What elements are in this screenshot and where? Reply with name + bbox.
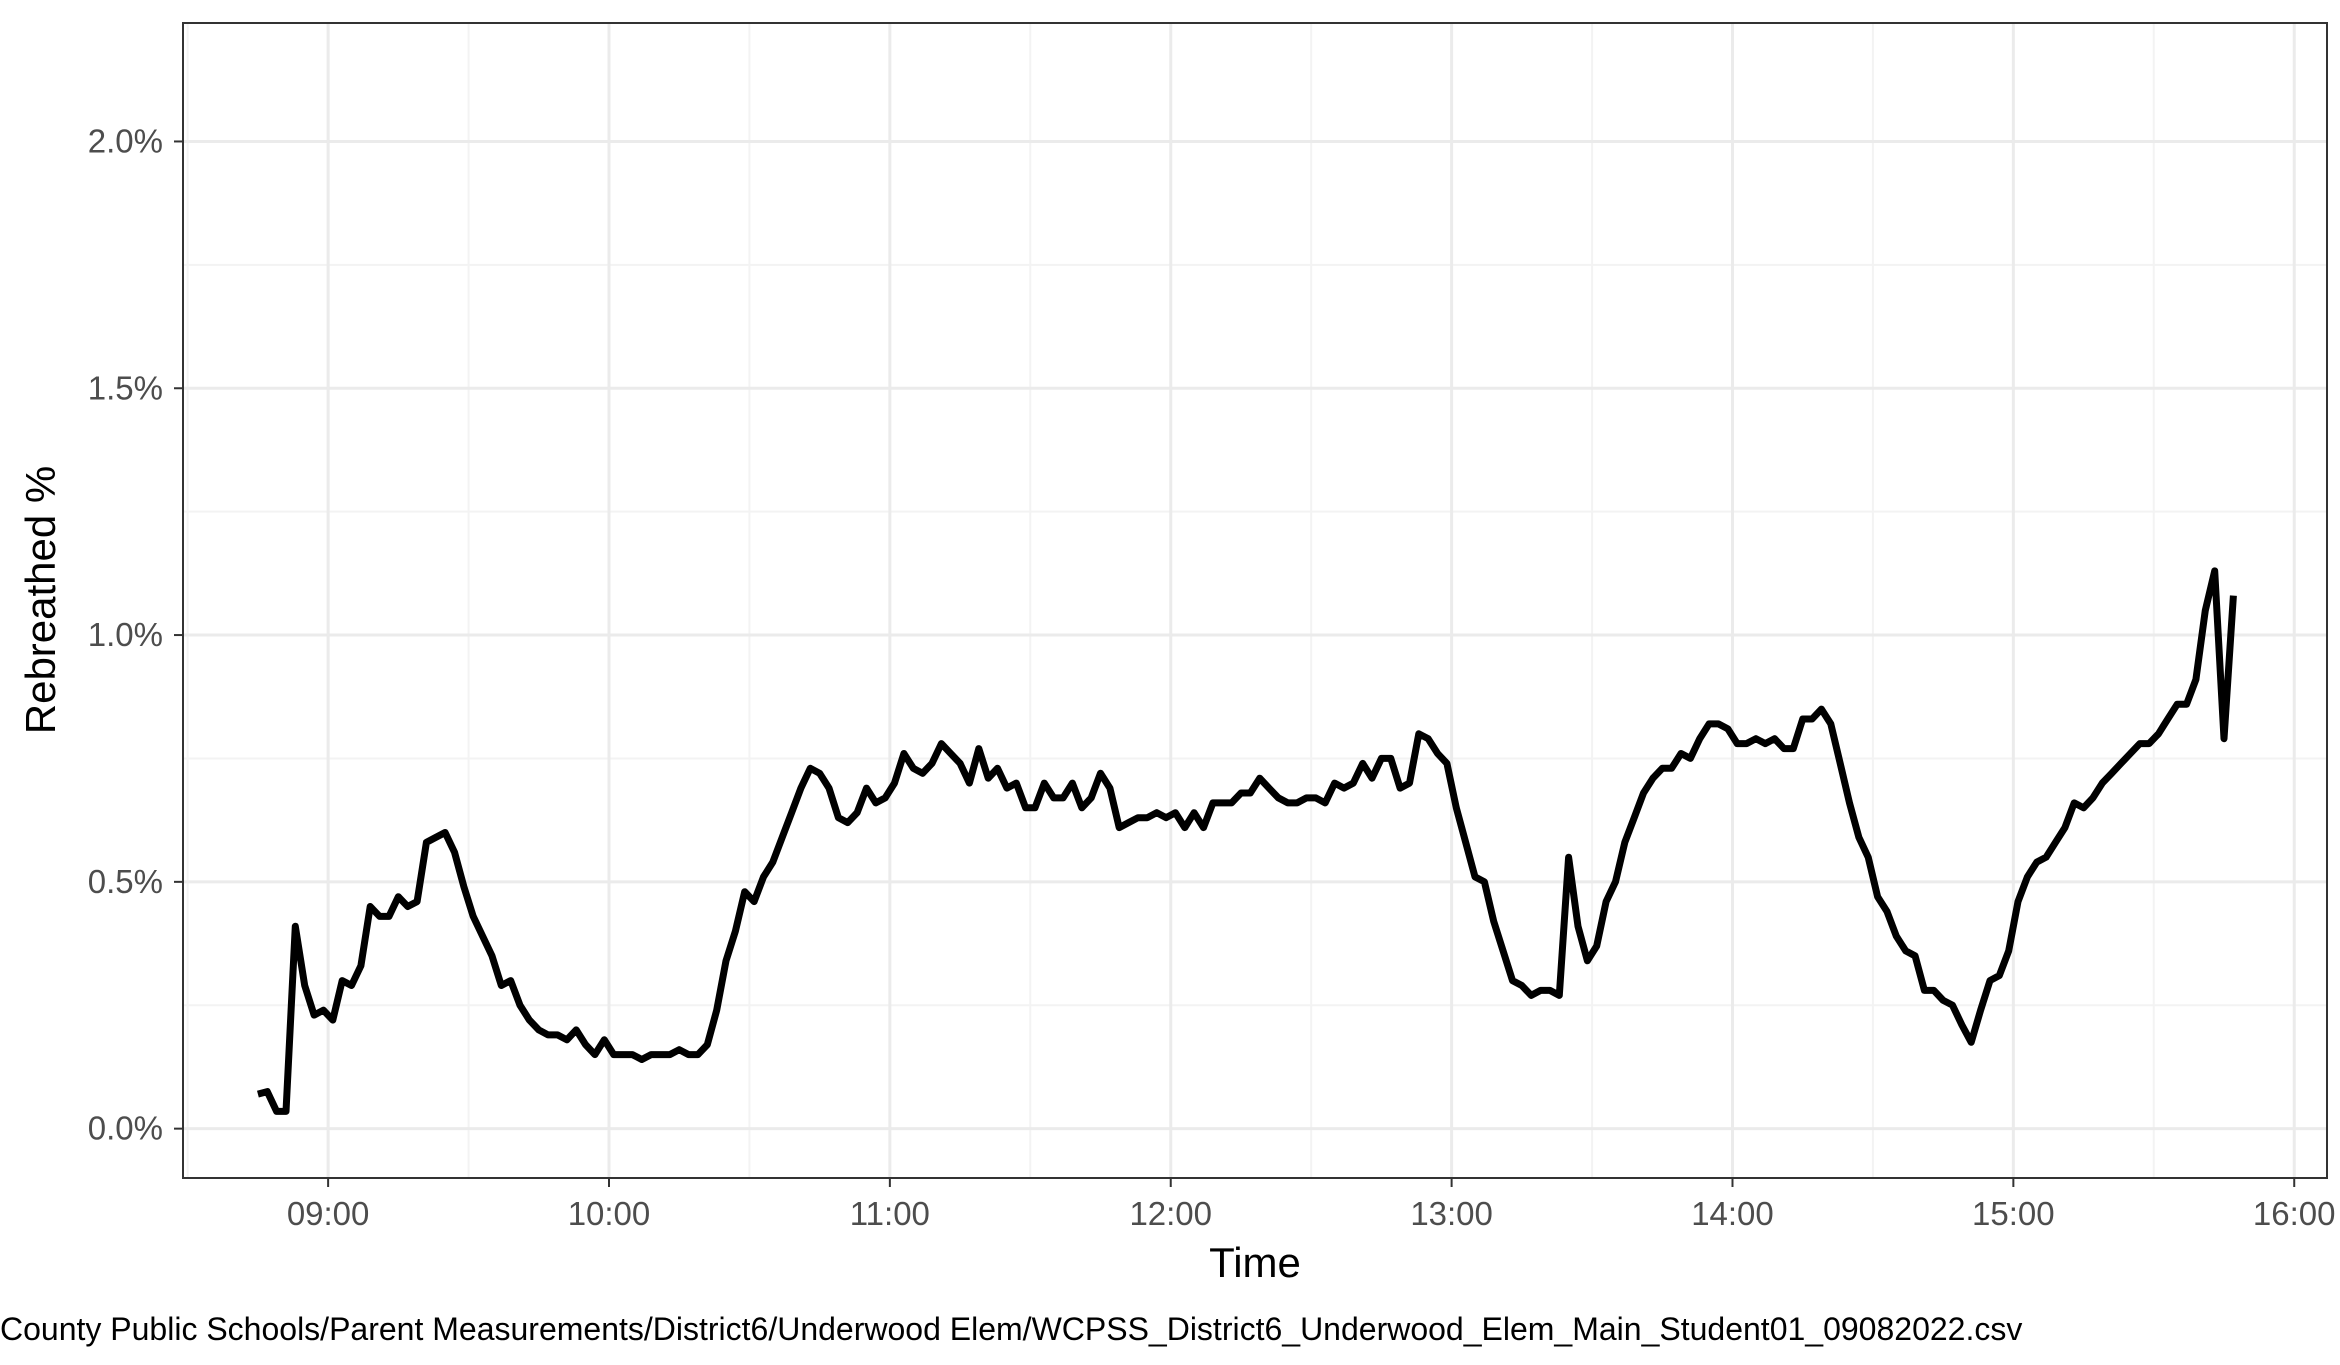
major-gridlines-x (326, 23, 2296, 1178)
y-tick-label: 1.5% (88, 369, 163, 406)
x-tick-label: 12:00 (1129, 1195, 1212, 1232)
minor-gridlines-x (186, 23, 2155, 1178)
x-tick-label: 16:00 (2253, 1195, 2336, 1232)
y-axis-ticks: 0.0% 0.5% 1.0% 1.5% 2.0% (88, 122, 183, 1147)
y-tick-label: 0.0% (88, 1110, 163, 1147)
rebreathed-series-line (257, 567, 2237, 1115)
x-tick-label: 14:00 (1691, 1195, 1774, 1232)
y-tick-label: 2.0% (88, 122, 163, 159)
x-axis-ticks: 09:00 10:00 11:00 12:00 13:00 14:00 15:00 16:00 (287, 1178, 2336, 1232)
x-tick-label: 11:00 (850, 1195, 930, 1232)
major-gridlines-y (183, 139, 2327, 1131)
minor-gridlines-y (183, 263, 2327, 1007)
x-tick-label: 15:00 (1972, 1195, 2055, 1232)
x-tick-label: 10:00 (568, 1195, 651, 1232)
y-tick-label: 0.5% (88, 863, 163, 900)
y-axis-title: Rebreathed % (17, 466, 64, 735)
file-path-caption: County Public Schools/Parent Measurement… (0, 1311, 2022, 1347)
x-tick-label: 09:00 (287, 1195, 370, 1232)
plot-panel-border (182, 22, 2328, 1179)
plot-panel (183, 23, 2327, 1178)
x-axis-title: Time (1209, 1239, 1301, 1286)
x-tick-label: 13:00 (1410, 1195, 1493, 1232)
y-tick-label: 1.0% (88, 616, 163, 653)
